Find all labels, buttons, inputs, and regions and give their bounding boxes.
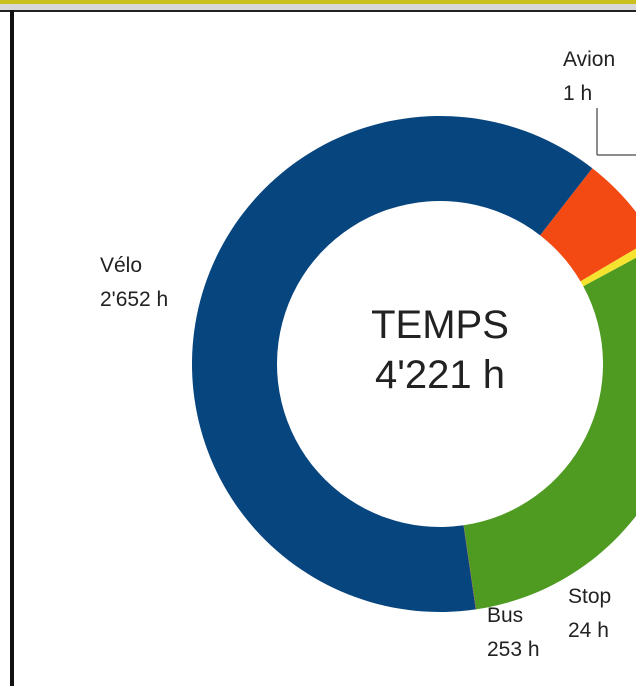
- donut-slices: [191, 115, 636, 613]
- slice-label-bus-name: Bus: [487, 604, 523, 627]
- donut-slice-vlo: [191, 115, 593, 613]
- window-top-bar: [0, 0, 636, 12]
- donut-slice-avion: [463, 525, 477, 610]
- center-total: 4'221 h: [375, 353, 505, 397]
- slice-label-stop-value: 24 h: [568, 619, 609, 642]
- slice-label-avion-value: 1 h: [563, 82, 592, 105]
- slice-label-stop-name: Stop: [568, 585, 611, 608]
- window-left-border: [10, 10, 14, 686]
- slice-label-bus-value: 253 h: [487, 638, 540, 661]
- donut-slice-stop: [580, 248, 636, 287]
- slice-label-velo-name: Vélo: [100, 254, 142, 277]
- slice-label-velo-value: 2'652 h: [100, 288, 168, 311]
- slice-label-avion-name: Avion: [563, 48, 615, 71]
- donut-slice-unlabeled-2: [463, 257, 636, 610]
- center-title: TEMPS: [371, 303, 509, 347]
- donut-slice-bus: [540, 168, 636, 282]
